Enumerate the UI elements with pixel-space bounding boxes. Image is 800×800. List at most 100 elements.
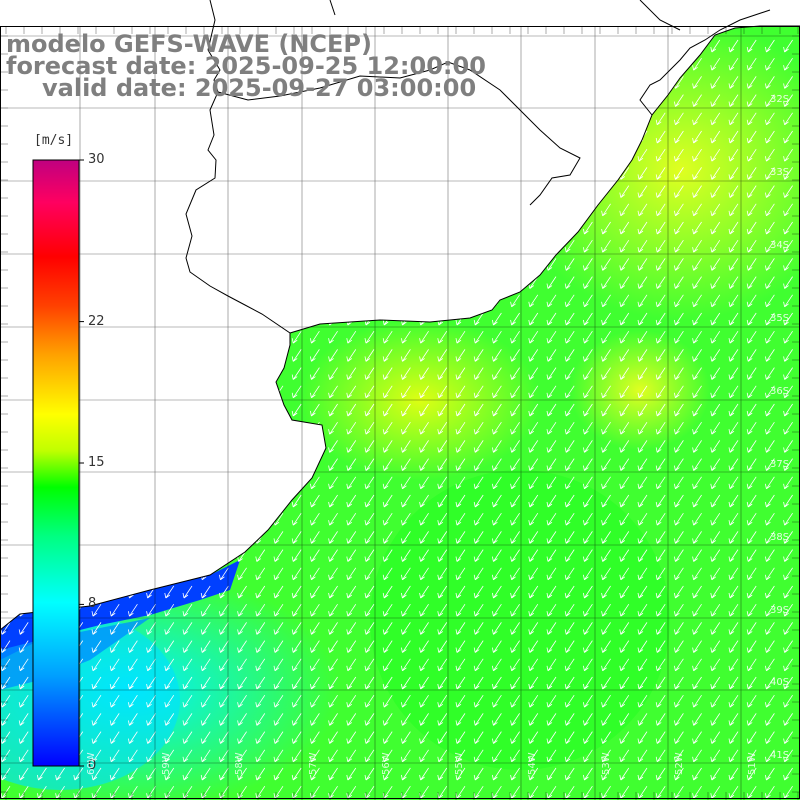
wind-arrow xyxy=(492,385,502,399)
wind-arrow xyxy=(473,512,484,526)
wind-arrow xyxy=(346,785,357,799)
wind-arrow xyxy=(528,440,539,453)
wind-arrow xyxy=(0,731,11,744)
wind-arrow xyxy=(655,239,666,253)
wind-arrow xyxy=(273,767,284,781)
wind-arrow xyxy=(182,640,193,653)
wind-arrow xyxy=(528,767,539,781)
wind-arrow xyxy=(328,749,338,763)
wind-arrow xyxy=(637,676,648,690)
wind-arrow xyxy=(674,567,684,581)
wind-arrow xyxy=(564,421,575,435)
wind-arrow xyxy=(291,749,302,763)
wind-arrow xyxy=(728,549,739,562)
wind-arrow xyxy=(655,294,666,308)
wind-arrow xyxy=(783,531,793,544)
wind-arrow xyxy=(783,421,793,435)
wind-arrow xyxy=(583,258,593,271)
wind-arrow xyxy=(18,622,29,635)
wind-arrow xyxy=(619,421,630,435)
wind-arrow xyxy=(18,767,29,781)
wind-arrow xyxy=(710,713,721,726)
wind-arrow xyxy=(619,622,630,635)
wind-arrow xyxy=(109,676,120,690)
wind-arrow xyxy=(728,130,739,144)
wind-arrow xyxy=(583,531,593,544)
wind-arrow xyxy=(583,385,593,399)
wind-arrow xyxy=(728,167,739,180)
wind-arrow xyxy=(655,148,666,162)
wind-arrow xyxy=(564,294,575,308)
wind-arrow xyxy=(18,676,29,690)
wind-arrow xyxy=(291,512,302,526)
wind-arrow xyxy=(655,385,666,399)
wind-arrow xyxy=(109,603,120,617)
wind-arrow xyxy=(710,203,721,217)
wind-arrow xyxy=(310,385,320,399)
wind-arrow xyxy=(692,57,702,71)
wind-arrow xyxy=(692,312,702,326)
wind-arrow xyxy=(619,294,630,308)
wind-arrow xyxy=(564,349,575,362)
wind-arrow xyxy=(419,567,429,581)
wind-arrow xyxy=(382,440,393,453)
wind-arrow xyxy=(710,167,721,180)
wind-arrow xyxy=(473,403,484,417)
wind-arrow xyxy=(637,494,648,508)
wind-arrow xyxy=(255,767,266,781)
wind-arrow xyxy=(146,785,156,799)
wind-arrow xyxy=(710,731,721,744)
wind-arrow xyxy=(200,749,211,763)
wind-arrow xyxy=(237,694,247,708)
wind-arrow xyxy=(783,76,793,89)
wind-arrow xyxy=(18,713,29,726)
wind-arrow xyxy=(346,749,357,763)
wind-arrow xyxy=(564,276,575,289)
wind-arrow xyxy=(255,749,266,763)
wind-arrow xyxy=(783,640,793,653)
wind-arrow xyxy=(655,494,666,508)
wind-arrow xyxy=(510,713,520,726)
wind-arrow xyxy=(601,458,611,471)
wind-arrow xyxy=(437,567,448,581)
wind-arrow xyxy=(510,676,520,690)
wind-arrow xyxy=(765,585,775,599)
wind-arrow xyxy=(364,585,375,599)
wind-arrow xyxy=(765,785,775,799)
wind-arrow xyxy=(601,694,611,708)
wind-arrow xyxy=(382,622,393,635)
wind-arrow xyxy=(710,658,721,672)
wind-arrow xyxy=(291,640,302,653)
wind-arrow xyxy=(674,640,684,653)
wind-arrow xyxy=(583,694,593,708)
wind-arrow xyxy=(364,767,375,781)
wind-arrow xyxy=(710,294,721,308)
wind-arrow xyxy=(310,585,320,599)
wind-arrow xyxy=(510,494,520,508)
wind-arrow xyxy=(765,403,775,417)
wind-arrow xyxy=(583,440,593,453)
wind-arrow xyxy=(291,349,302,362)
wind-arrow xyxy=(310,403,320,417)
wind-arrow xyxy=(546,276,557,289)
wind-arrow xyxy=(619,603,630,617)
wind-arrow xyxy=(273,785,284,799)
wind-arrow xyxy=(783,585,793,599)
wind-arrow xyxy=(674,349,684,362)
wind-arrow xyxy=(601,767,611,781)
wind-arrow xyxy=(728,731,739,744)
wind-arrow xyxy=(655,330,666,344)
wind-arrow xyxy=(382,330,393,344)
wind-arrow xyxy=(546,549,557,562)
wind-arrow xyxy=(674,767,684,781)
wind-arrow xyxy=(728,694,739,708)
wind-arrow xyxy=(364,749,375,763)
wind-arrow xyxy=(655,603,666,617)
wind-arrow xyxy=(746,622,757,635)
wind-arrow xyxy=(710,440,721,453)
wind-arrow xyxy=(109,640,120,653)
wind-arrow xyxy=(382,494,393,508)
wind-arrow xyxy=(546,421,557,435)
